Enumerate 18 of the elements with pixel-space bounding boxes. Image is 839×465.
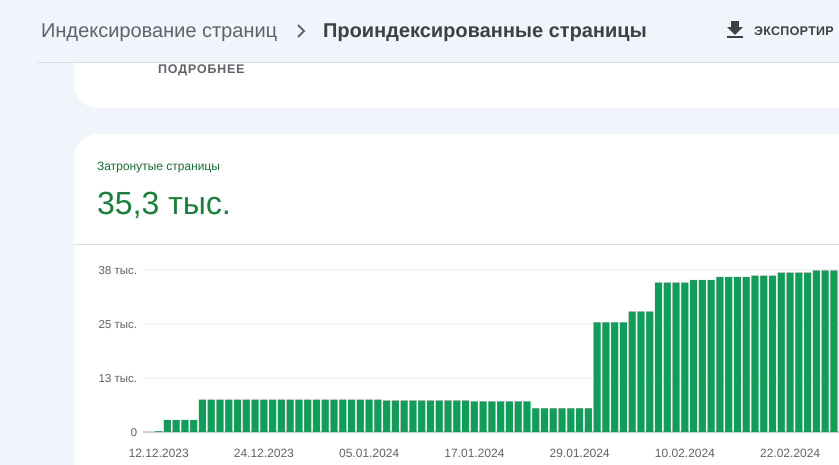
x-tick-label: 10.02.2024: [654, 446, 716, 460]
text: ЭКСПОРТИР: [754, 24, 834, 38]
y-tick-label: 38 тыс.: [98, 265, 137, 278]
x-tick-label: 24.12.2023: [234, 446, 294, 460]
chart-subtitle: Затронутые страницы: [97, 159, 220, 173]
chart-title: Проиндексированные страницы: [323, 20, 647, 42]
x-tick-label: 22.02.2024: [760, 446, 820, 460]
x-tick-label: 29.01.2024: [550, 446, 610, 460]
y-tick-label: 25 тыс.: [98, 319, 137, 332]
text: 35,3 тыс.: [97, 185, 231, 221]
x-tick-label: 12.12.2023: [128, 446, 189, 460]
y-tick-label: 13 тыс.: [98, 373, 137, 386]
y-tick-label: 0: [130, 427, 137, 440]
text: Индексирование страниц: [41, 20, 278, 42]
text: ПОДРОБНЕЕ: [158, 62, 246, 76]
bar: [830, 270, 838, 432]
x-tick-label: 05.01.2024: [339, 446, 400, 460]
x-tick-label: 17.01.2024: [444, 446, 505, 460]
